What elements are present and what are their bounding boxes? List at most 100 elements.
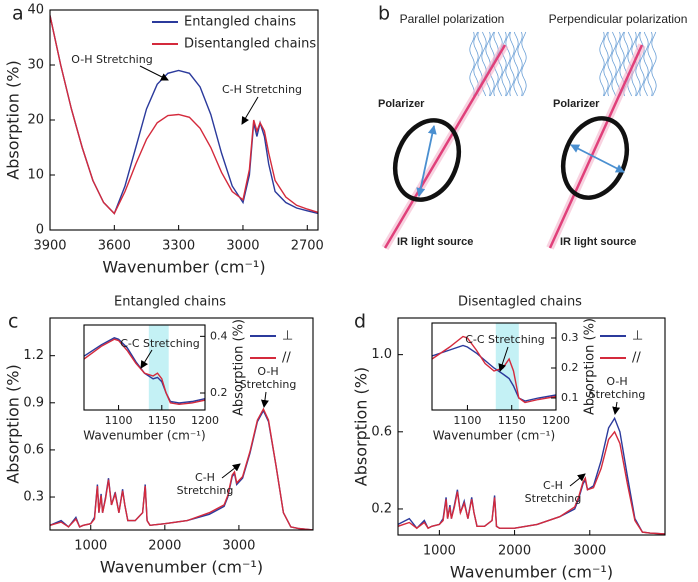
- y-tick-label: 30: [27, 58, 44, 73]
- panel-label: c: [8, 311, 18, 333]
- y-tick-label: 0.9: [23, 395, 44, 410]
- annotation-line: O-H: [257, 365, 278, 378]
- y-tick-label: 0.6: [371, 424, 392, 439]
- x-tick-label: 1150: [498, 414, 526, 427]
- annotation-arrow: [569, 473, 586, 487]
- legend-label: ⊥: [282, 329, 293, 344]
- legend-label: Disentangled chains: [184, 37, 316, 52]
- y-tick-label: 0.2: [561, 361, 579, 374]
- annotation: C-H Stretching: [177, 471, 234, 497]
- fiber: [603, 31, 609, 97]
- annotation-line: C-C Stretching: [120, 337, 200, 350]
- polarization-arrow: [570, 144, 625, 173]
- fiber: [505, 31, 511, 97]
- y-tick-label: 0.1: [561, 391, 579, 404]
- fiber: [599, 31, 605, 97]
- y-tick-label: 0.3: [561, 331, 579, 344]
- annotation: O-H Stretching: [71, 53, 152, 66]
- series-line: [84, 338, 205, 406]
- annotation: C-C Stretching: [120, 337, 200, 350]
- annotation-line: Stretching: [589, 388, 646, 401]
- panel-label: b: [378, 3, 390, 25]
- polarizer-label: Polarizer: [553, 98, 600, 110]
- fiber: [607, 31, 613, 97]
- fiber: [643, 31, 649, 97]
- y-tick-label: 1.2: [23, 348, 44, 363]
- polarizer-label: Polarizer: [378, 98, 425, 110]
- fiber: [647, 31, 653, 97]
- x-tick-label: 1100: [105, 414, 133, 427]
- series-line: [84, 337, 205, 404]
- y-axis-label: Absorption (%): [352, 367, 371, 486]
- annotation-line: Stretching: [177, 484, 234, 497]
- chart-title: Entangled chains: [114, 295, 226, 310]
- x-axis-label: Wavenumber (cm⁻¹): [102, 258, 265, 277]
- plot-frame: [83, 324, 206, 411]
- legend-label: Entangled chains: [184, 15, 296, 30]
- y-axis-label: Absorption (%): [4, 60, 23, 179]
- panel-label: a: [12, 3, 24, 25]
- annotation-line: C-H: [543, 479, 563, 492]
- y-tick-label: 1.0: [371, 347, 392, 362]
- fiber: [517, 31, 523, 97]
- annotation-arrow: [260, 391, 269, 408]
- y-axis-label: Absorption (%): [232, 319, 247, 416]
- annotation-arrow: [241, 96, 259, 125]
- x-tick-label: 3900: [33, 239, 66, 254]
- annotation-line: C-H: [195, 471, 215, 484]
- plot-frame: [397, 317, 666, 536]
- annotation-line: O-H Stretching: [71, 53, 152, 66]
- source-label: IR light source: [397, 236, 473, 248]
- inset-background: [432, 323, 556, 410]
- fiber: [635, 31, 641, 97]
- legend-label: //: [282, 351, 291, 366]
- x-tick-label: 3000: [573, 544, 606, 559]
- x-tick-label: 3000: [222, 539, 255, 554]
- fiber: [611, 31, 617, 97]
- x-tick-label: 2000: [148, 539, 181, 554]
- series-line: [50, 407, 313, 530]
- highlight-band: [495, 323, 519, 410]
- y-tick-label: 20: [27, 113, 44, 128]
- x-axis-label: Wavenumber (cm⁻¹): [100, 558, 263, 577]
- annotation: C-H Stretching: [525, 479, 582, 505]
- x-axis-label: Wavenumber (cm⁻¹): [83, 429, 205, 443]
- polarization-diagram: b Parallel polarization Perpendicular po…: [378, 3, 688, 251]
- source-label: IR light source: [560, 236, 636, 248]
- annotation-arrow: [139, 65, 169, 81]
- annotation-line: Stretching: [525, 492, 582, 505]
- x-tick-label: 3600: [98, 239, 131, 254]
- x-tick-label: 1150: [148, 414, 176, 427]
- annotation-arrow: [612, 401, 621, 415]
- annotation-arrow: [498, 346, 509, 372]
- x-tick-label: 1200: [542, 414, 570, 427]
- fiber: [509, 31, 515, 97]
- fiber: [497, 31, 503, 97]
- y-tick-label: 0.6: [23, 442, 44, 457]
- fiber: [615, 31, 621, 97]
- y-tick-label: 0.2: [210, 386, 228, 399]
- plot-frame: [49, 317, 314, 531]
- x-tick-label: 1100: [453, 414, 481, 427]
- y-axis-label: Absorption (%): [583, 318, 598, 415]
- fiber: [521, 31, 527, 97]
- polarization-arrow: [416, 125, 437, 197]
- highlight-band: [148, 325, 169, 410]
- legend-label: ⊥: [632, 329, 643, 344]
- x-tick-label: 3300: [162, 239, 195, 254]
- legend-label: //: [632, 351, 641, 366]
- x-tick-label: 3000: [226, 239, 259, 254]
- fiber: [651, 31, 657, 97]
- series-line: [50, 15, 318, 215]
- fiber: [501, 31, 507, 97]
- diagram-title: Parallel polarization: [400, 12, 505, 26]
- annotation: O-H Stretching: [589, 375, 646, 401]
- annotation: O-H Stretching: [240, 365, 297, 391]
- x-tick-label: 1000: [74, 539, 107, 554]
- y-tick-label: 40: [27, 3, 44, 18]
- ir-beam: [383, 44, 507, 249]
- y-axis-label: Absorption (%): [4, 364, 23, 483]
- x-axis-label: Wavenumber (cm⁻¹): [433, 429, 555, 443]
- diagram-title: Perpendicular polarization: [549, 12, 688, 26]
